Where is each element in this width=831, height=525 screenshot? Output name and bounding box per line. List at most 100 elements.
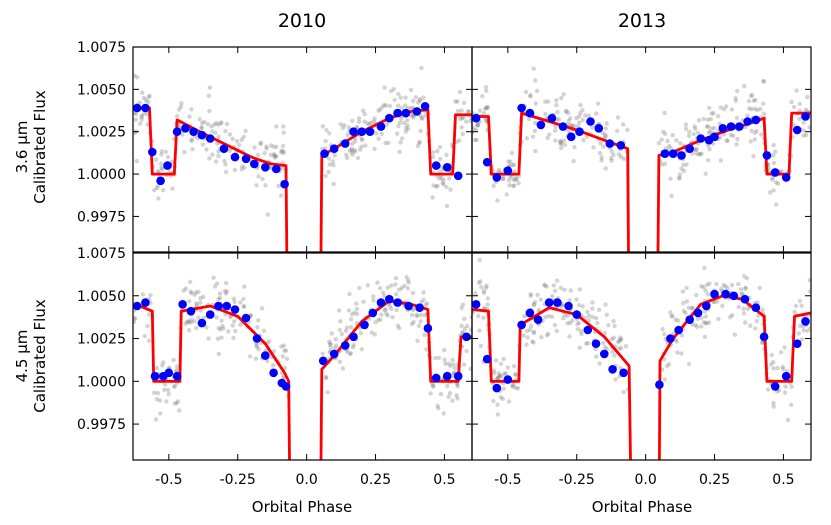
raw-point bbox=[433, 184, 439, 189]
raw-point bbox=[477, 108, 483, 113]
raw-point bbox=[338, 122, 343, 127]
raw-point bbox=[199, 125, 204, 131]
raw-point bbox=[382, 293, 387, 299]
raw-point bbox=[220, 324, 225, 329]
binned-point bbox=[721, 289, 730, 299]
raw-point bbox=[188, 279, 193, 285]
binned-point bbox=[442, 163, 452, 172]
raw-point bbox=[609, 337, 614, 342]
raw-point bbox=[284, 356, 290, 362]
raw-point bbox=[206, 93, 212, 99]
y-tick-label: 1.0050 bbox=[77, 82, 126, 98]
raw-point bbox=[392, 97, 397, 103]
raw-point bbox=[531, 302, 536, 307]
raw-point bbox=[566, 110, 571, 116]
raw-point bbox=[686, 361, 692, 367]
raw-point bbox=[577, 120, 582, 125]
model-curve-1 bbox=[472, 306, 632, 460]
raw-point bbox=[617, 346, 622, 351]
raw-point bbox=[553, 138, 558, 143]
raw-point bbox=[736, 281, 741, 287]
raw-point bbox=[410, 290, 416, 296]
binned-point bbox=[668, 149, 678, 158]
raw-point bbox=[436, 406, 441, 411]
raw-point bbox=[217, 291, 223, 296]
raw-point bbox=[160, 167, 165, 172]
raw-point bbox=[558, 139, 563, 145]
raw-point bbox=[497, 167, 502, 173]
raw-point bbox=[202, 119, 207, 125]
raw-point bbox=[524, 328, 530, 334]
raw-point bbox=[525, 335, 530, 340]
raw-point bbox=[580, 107, 585, 113]
raw-point bbox=[441, 182, 446, 187]
raw-point bbox=[436, 355, 442, 360]
raw-point bbox=[593, 315, 599, 321]
raw-point bbox=[369, 330, 374, 335]
raw-point bbox=[706, 143, 711, 148]
raw-point bbox=[575, 327, 580, 332]
raw-point bbox=[281, 150, 286, 156]
raw-point bbox=[161, 360, 166, 365]
binned-point bbox=[586, 117, 595, 126]
raw-point bbox=[252, 145, 257, 150]
raw-point bbox=[586, 113, 591, 118]
binned-point bbox=[376, 298, 386, 307]
raw-point bbox=[618, 335, 623, 340]
raw-point bbox=[721, 283, 726, 288]
raw-point bbox=[742, 84, 747, 89]
raw-point bbox=[349, 148, 355, 153]
raw-point bbox=[702, 309, 708, 314]
raw-point bbox=[152, 390, 157, 395]
raw-point bbox=[752, 137, 757, 142]
raw-point bbox=[808, 326, 811, 331]
raw-point bbox=[388, 89, 394, 94]
raw-point bbox=[702, 265, 707, 270]
raw-point bbox=[619, 345, 624, 351]
raw-point bbox=[339, 331, 345, 337]
raw-point bbox=[255, 325, 260, 330]
raw-point bbox=[611, 152, 616, 157]
raw-point bbox=[216, 351, 221, 357]
raw-point bbox=[324, 127, 329, 133]
raw-point bbox=[699, 315, 704, 320]
raw-point bbox=[704, 320, 709, 326]
raw-point bbox=[442, 347, 447, 353]
raw-point bbox=[542, 283, 548, 288]
raw-point bbox=[533, 120, 538, 126]
raw-point bbox=[761, 111, 767, 117]
raw-point bbox=[583, 113, 588, 118]
x-tick-label: 0.5 bbox=[772, 472, 794, 488]
raw-point bbox=[281, 130, 286, 135]
binned-point bbox=[261, 163, 270, 172]
raw-point bbox=[789, 384, 794, 389]
binned-point bbox=[605, 139, 615, 148]
raw-point bbox=[701, 285, 706, 290]
raw-point bbox=[778, 350, 784, 355]
raw-point bbox=[708, 116, 713, 122]
raw-point bbox=[668, 176, 673, 181]
raw-point bbox=[190, 147, 195, 152]
raw-point bbox=[522, 314, 527, 319]
raw-point bbox=[438, 391, 444, 397]
raw-point bbox=[782, 345, 787, 350]
raw-point bbox=[676, 176, 682, 181]
raw-point bbox=[745, 306, 751, 312]
raw-point bbox=[142, 333, 147, 339]
raw-point bbox=[181, 288, 186, 293]
raw-point bbox=[390, 315, 395, 320]
raw-point bbox=[372, 116, 377, 121]
binned-point bbox=[751, 303, 761, 313]
column-title-2013: 2013 bbox=[618, 10, 666, 32]
binned-point bbox=[368, 308, 378, 318]
raw-point bbox=[699, 151, 704, 156]
binned-point bbox=[164, 368, 174, 378]
raw-point bbox=[724, 104, 729, 109]
binned-point bbox=[385, 294, 394, 304]
raw-point bbox=[742, 274, 747, 279]
raw-point bbox=[222, 158, 227, 164]
binned-point bbox=[329, 144, 339, 153]
raw-point bbox=[331, 181, 336, 187]
raw-point bbox=[611, 335, 616, 340]
raw-point bbox=[141, 95, 147, 101]
